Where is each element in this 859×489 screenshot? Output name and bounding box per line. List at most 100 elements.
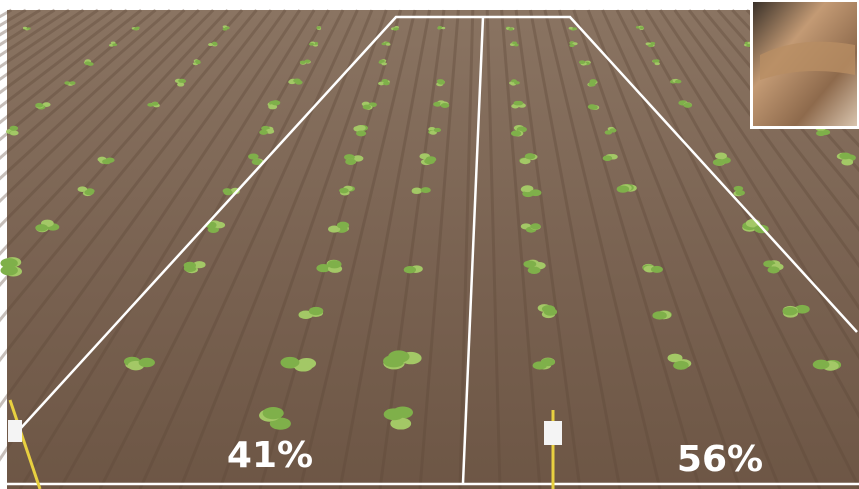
leaf	[0, 265, 18, 276]
leaf	[568, 26, 574, 30]
leaf	[616, 185, 630, 193]
furrow	[514, 9, 582, 489]
leaf	[383, 408, 405, 421]
leaf	[223, 189, 233, 196]
plant	[248, 153, 264, 165]
leaf	[77, 186, 88, 192]
leaf	[269, 417, 291, 430]
plant	[667, 353, 692, 370]
leaf	[259, 129, 268, 135]
leaf	[733, 185, 744, 192]
plant	[509, 41, 519, 47]
leaf	[654, 62, 660, 66]
leaf	[433, 101, 442, 107]
plant	[642, 263, 663, 273]
furrow	[0, 8, 114, 95]
plant	[22, 26, 31, 31]
inset-root	[760, 41, 855, 80]
plant	[403, 265, 423, 274]
furrow	[218, 9, 388, 489]
leaf	[433, 127, 442, 133]
leaf	[540, 357, 556, 367]
leaf	[390, 417, 411, 430]
plant	[578, 60, 591, 66]
leaf	[541, 305, 556, 313]
leaf	[524, 153, 536, 160]
leaf	[224, 26, 230, 30]
leaf	[138, 357, 155, 368]
plant	[678, 100, 693, 108]
leaf	[379, 59, 385, 63]
leaf	[816, 130, 826, 137]
leaf	[527, 266, 541, 274]
inset-photo	[750, 0, 859, 129]
leaf	[667, 353, 683, 363]
leaf	[639, 26, 644, 29]
furrow	[18, 9, 316, 489]
leaf	[211, 41, 217, 45]
leaf	[388, 350, 410, 363]
plant	[328, 221, 350, 233]
furrow	[98, 9, 345, 489]
plant	[652, 59, 660, 66]
leaf	[381, 62, 387, 66]
stake	[8, 399, 42, 489]
leaf	[523, 260, 537, 268]
furrow	[0, 8, 229, 256]
plant	[35, 102, 51, 110]
plant	[568, 26, 577, 31]
leaf	[84, 61, 92, 66]
leaf	[441, 26, 446, 30]
furrow	[138, 9, 359, 489]
plant	[383, 406, 414, 430]
plant	[587, 104, 600, 111]
plant	[436, 79, 445, 87]
plant	[316, 259, 343, 273]
leaf	[328, 225, 341, 233]
plant	[391, 25, 399, 31]
leaf	[735, 190, 745, 196]
leaf	[437, 80, 445, 85]
furrow	[528, 9, 622, 489]
plant	[316, 26, 322, 30]
plant	[259, 406, 291, 430]
leaf	[316, 26, 321, 29]
plant	[523, 259, 546, 274]
soil	[7, 10, 859, 489]
leaf	[345, 158, 357, 165]
plant	[280, 356, 317, 372]
furrow	[630, 9, 859, 419]
plant	[411, 187, 431, 195]
furrow	[601, 9, 822, 489]
leaf	[683, 102, 693, 108]
plant	[222, 25, 230, 31]
leaf	[519, 157, 531, 165]
leaf	[647, 44, 654, 48]
leaf	[654, 59, 660, 63]
plant	[419, 153, 437, 166]
leaf	[403, 266, 416, 274]
furrow	[615, 9, 859, 489]
leaf	[308, 306, 324, 316]
plant	[437, 26, 446, 30]
plant	[509, 79, 520, 86]
leaf	[271, 100, 281, 106]
leaf	[767, 266, 780, 274]
plant	[222, 187, 240, 196]
leaf	[812, 359, 830, 370]
leaf	[589, 104, 598, 110]
furrow	[298, 9, 417, 489]
leaf	[262, 406, 284, 420]
furrow	[0, 8, 215, 228]
leaf	[268, 104, 278, 110]
left-percentage: 41%	[227, 435, 313, 476]
leaf	[839, 152, 852, 160]
plant	[652, 310, 672, 320]
plant	[343, 154, 364, 165]
leaf	[715, 152, 727, 160]
plot-outline	[7, 15, 859, 486]
plant	[616, 183, 637, 193]
leaf	[673, 360, 689, 370]
leaf	[251, 158, 263, 165]
plant	[353, 125, 369, 137]
